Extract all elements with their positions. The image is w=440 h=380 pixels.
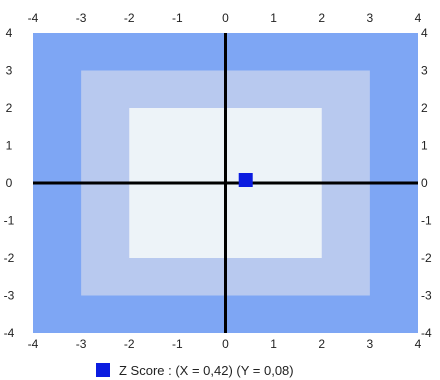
y-ticks-right: 4 3 2 1 0 -1 -2 -3 -4 xyxy=(421,26,432,340)
legend: Z Score : (X = 0,42) (Y = 0,08) xyxy=(96,363,294,378)
y-tick-right: 4 xyxy=(421,26,428,40)
y-tick-left: 1 xyxy=(6,139,13,153)
y-tick-right: 2 xyxy=(421,101,428,115)
x-tick-top: -2 xyxy=(124,11,135,25)
y-tick-right: -1 xyxy=(421,214,432,228)
x-tick-top: 4 xyxy=(415,11,422,25)
x-tick-bottom: 3 xyxy=(367,337,374,351)
y-tick-left: -1 xyxy=(4,214,15,228)
y-ticks-left: 4 3 2 1 0 -1 -2 -3 -4 xyxy=(4,26,15,340)
z-score-point xyxy=(238,173,253,187)
data-points xyxy=(238,173,253,187)
y-tick-left: -3 xyxy=(4,289,15,303)
x-tick-bottom: -3 xyxy=(76,337,87,351)
x-ticks-top: -4 -3 -2 -1 0 1 2 3 4 xyxy=(28,11,422,25)
y-tick-left: 0 xyxy=(6,176,13,190)
x-ticks-bottom: -4 -3 -2 -1 0 1 2 3 4 xyxy=(28,337,422,351)
x-tick-bottom: -1 xyxy=(172,337,183,351)
legend-label: Z Score : (X = 0,42) (Y = 0,08) xyxy=(119,363,294,378)
x-tick-bottom: 1 xyxy=(270,337,277,351)
legend-swatch xyxy=(96,363,110,377)
x-tick-bottom: -2 xyxy=(124,337,135,351)
x-tick-top: 1 xyxy=(270,11,277,25)
x-tick-top: 3 xyxy=(367,11,374,25)
y-tick-right: 3 xyxy=(421,64,428,78)
x-tick-top: 2 xyxy=(318,11,325,25)
y-tick-left: 3 xyxy=(6,64,13,78)
x-tick-top: -1 xyxy=(172,11,183,25)
x-tick-top: 0 xyxy=(222,11,229,25)
y-tick-right: -4 xyxy=(421,326,432,340)
y-tick-left: -4 xyxy=(4,326,15,340)
y-tick-left: 4 xyxy=(6,26,13,40)
x-tick-top: -4 xyxy=(28,11,39,25)
x-tick-bottom: 2 xyxy=(318,337,325,351)
y-tick-left: -2 xyxy=(4,251,15,265)
axes xyxy=(33,33,418,333)
x-tick-bottom: 4 xyxy=(415,337,422,351)
y-tick-right: -2 xyxy=(421,251,432,265)
y-tick-right: -3 xyxy=(421,289,432,303)
x-tick-top: -3 xyxy=(76,11,87,25)
y-tick-right: 0 xyxy=(421,176,428,190)
y-tick-left: 2 xyxy=(6,101,13,115)
x-tick-bottom: -4 xyxy=(28,337,39,351)
x-tick-bottom: 0 xyxy=(222,337,229,351)
y-tick-right: 1 xyxy=(421,139,428,153)
